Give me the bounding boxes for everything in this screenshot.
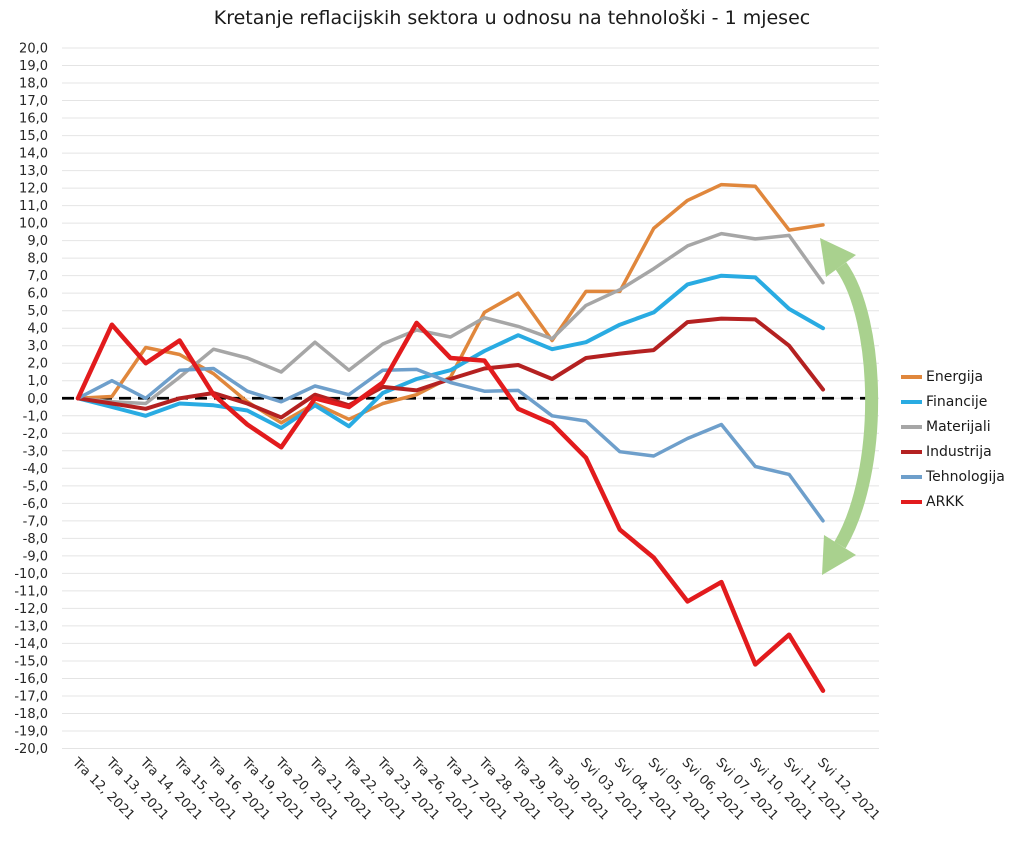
legend-label: Tehnologija (926, 468, 1005, 485)
legend-label: ARKK (926, 493, 964, 510)
y-tick-label: 19,0 (19, 59, 48, 74)
y-tick-label: 15,0 (19, 129, 48, 144)
rotation-arrow-body (834, 262, 879, 549)
y-tick-label: 20,0 (19, 42, 48, 57)
legend-swatch (901, 399, 922, 404)
y-tick-label: -14,0 (14, 637, 48, 652)
series-line-energija (76, 182, 825, 425)
legend-item-energija: Energija (901, 364, 1005, 389)
legend-item-industrija: Industrija (901, 439, 1005, 464)
y-tick-label: -5,0 (23, 479, 48, 494)
y-tick-label: 11,0 (19, 199, 48, 214)
y-tick-label: -7,0 (23, 514, 48, 529)
y-tick-label: 18,0 (19, 77, 48, 92)
y-tick-label: 9,0 (27, 234, 48, 249)
series-line-tehnologija (76, 366, 825, 523)
y-tick-label: -18,0 (14, 707, 48, 722)
y-tick-label: -9,0 (23, 549, 48, 564)
y-tick-label: -2,0 (23, 427, 48, 442)
legend-item-tehnologija: Tehnologija (901, 464, 1005, 489)
y-tick-label: -4,0 (23, 462, 48, 477)
series-line-materijali (76, 231, 825, 406)
y-tick-label: -15,0 (14, 654, 48, 669)
y-tick-label: 7,0 (27, 269, 48, 284)
legend-swatch (901, 474, 922, 479)
y-tick-label: -6,0 (23, 497, 48, 512)
series-line-industrija (76, 316, 825, 420)
y-tick-label: 14,0 (19, 147, 48, 162)
y-tick-label: -11,0 (14, 584, 48, 599)
y-tick-label: 4,0 (27, 322, 48, 337)
rotation-arrow-head-bottom-icon (822, 535, 856, 575)
legend-swatch (901, 499, 922, 504)
legend-swatch (901, 449, 922, 454)
y-tick-label: -19,0 (14, 724, 48, 739)
y-tick-label: -12,0 (14, 602, 48, 617)
y-tick-label: 3,0 (27, 339, 48, 354)
y-tick-label: -3,0 (23, 444, 48, 459)
legend-label: Energija (926, 368, 984, 385)
y-tick-label: 13,0 (19, 164, 48, 179)
y-tick-label: 6,0 (27, 287, 48, 302)
y-tick-label: 17,0 (19, 94, 48, 109)
y-tick-label: -13,0 (14, 619, 48, 634)
rotation-arrow-head-top-icon (820, 238, 856, 277)
y-tick-label: 1,0 (27, 374, 48, 389)
series-line-financije (76, 273, 825, 430)
legend: Energija Financije Materijali Industrija Teh… (901, 364, 1005, 514)
legend-item-arkk: ARKK (901, 489, 1005, 514)
legend-label: Materijali (926, 418, 991, 435)
y-tick-label: 8,0 (27, 252, 48, 267)
y-tick-label: 2,0 (27, 357, 48, 372)
y-tick-label: -10,0 (14, 567, 48, 582)
y-tick-label: -1,0 (23, 409, 48, 424)
chart-title: Kretanje reflacijskih sektora u odnosu n… (213, 7, 811, 29)
y-tick-label: 10,0 (19, 217, 48, 232)
y-tick-label: 0,0 (27, 392, 48, 407)
y-tick-label: -8,0 (23, 532, 48, 547)
legend-item-financije: Financije (901, 389, 1005, 414)
y-tick-label: 12,0 (19, 182, 48, 197)
legend-label: Industrija (926, 443, 992, 460)
y-tick-label: 16,0 (19, 112, 48, 127)
y-tick-label: -20,0 (14, 742, 48, 757)
legend-item-materijali: Materijali (901, 414, 1005, 439)
y-tick-label: 5,0 (27, 304, 48, 319)
y-tick-label: -17,0 (14, 689, 48, 704)
legend-label: Financije (926, 393, 988, 410)
y-tick-label: -16,0 (14, 672, 48, 687)
legend-swatch (901, 374, 922, 379)
series-line-arkk (75, 320, 826, 693)
legend-swatch (901, 424, 922, 429)
